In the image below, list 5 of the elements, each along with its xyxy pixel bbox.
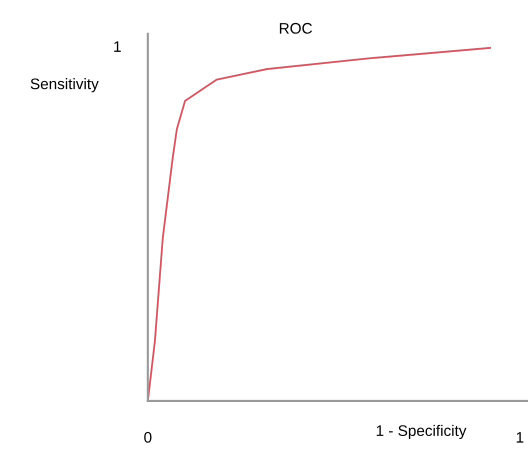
series-label: ROC [280, 22, 312, 34]
x-tick-label: 0 [144, 432, 152, 443]
x-axis-title: 1 - Specificity [376, 424, 466, 440]
text: 1 [114, 41, 121, 52]
y-axis-title: Sensitivity [30, 78, 99, 92]
